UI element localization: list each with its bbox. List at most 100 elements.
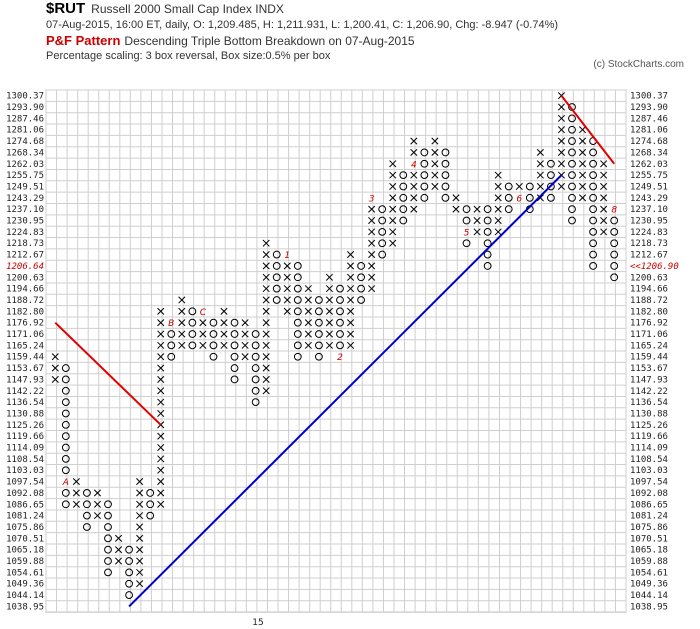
- x-mark: [136, 546, 144, 554]
- o-mark: [441, 159, 450, 168]
- ticker-description: Russell 2000 Small Cap Index INDX: [91, 2, 284, 16]
- y-tick-label-left: 1171.06: [6, 330, 44, 340]
- x-mark: [494, 171, 502, 179]
- y-tick-label-left: 1044.14: [6, 591, 44, 601]
- price-marker-bg-right: [628, 261, 700, 272]
- o-mark: [83, 523, 91, 531]
- x-mark: [262, 273, 270, 281]
- x-mark: [304, 319, 312, 327]
- x-mark: [346, 341, 355, 349]
- support-trendline: [128, 174, 563, 608]
- x-mark: [114, 534, 123, 542]
- o-mark: [188, 341, 197, 350]
- x-mark: [389, 182, 397, 191]
- o-mark: [125, 591, 133, 599]
- x-mark: [557, 103, 566, 111]
- y-tick-label-right: 1194.66: [630, 285, 668, 295]
- y-tick-label-left: 1300.37: [6, 92, 44, 102]
- x-mark: [304, 285, 312, 293]
- o-mark: [568, 125, 576, 134]
- o-mark: [336, 296, 344, 304]
- o-mark: [230, 375, 239, 384]
- o-mark: [399, 205, 408, 214]
- y-tick-label-left: 1065.18: [6, 546, 44, 556]
- o-mark: [167, 330, 176, 338]
- x-mark: [283, 307, 291, 315]
- x-mark: [262, 387, 270, 395]
- o-mark: [420, 159, 429, 168]
- y-tick-label-right: 1182.80: [630, 307, 668, 317]
- y-tick-label-right: 1075.86: [630, 523, 668, 533]
- o-mark: [547, 171, 555, 180]
- o-mark: [251, 341, 260, 350]
- o-mark: [104, 557, 112, 565]
- o-mark: [61, 420, 70, 429]
- x-mark: [452, 194, 460, 202]
- y-tick-label-right: 1200.63: [630, 273, 668, 283]
- y-tick-label-left: 1182.80: [6, 307, 44, 317]
- x-mark: [536, 171, 544, 179]
- o-mark: [568, 193, 576, 202]
- y-tick-label-right: 1237.10: [630, 205, 668, 215]
- x-mark: [199, 341, 207, 349]
- y-tick-label-right: 1165.24: [630, 341, 668, 351]
- o-mark: [525, 193, 534, 202]
- x-mark: [262, 307, 270, 315]
- x-mark: [578, 126, 587, 134]
- o-mark: [272, 250, 281, 259]
- x-mark: [346, 319, 355, 327]
- y-tick-label-left: 1200.63: [6, 273, 44, 283]
- x-mark: [494, 205, 502, 213]
- y-tick-label-left: 1287.46: [6, 114, 44, 124]
- x-mark: [136, 534, 144, 542]
- y-tick-label-right: 1130.88: [630, 409, 668, 419]
- o-mark: [61, 489, 70, 497]
- y-tick-label-left: 1081.24: [6, 512, 44, 522]
- y-tick-label-right: 1125.26: [630, 421, 668, 431]
- y-tick-label-left: 1194.66: [6, 285, 44, 295]
- o-mark: [188, 318, 197, 327]
- o-mark: [589, 262, 597, 270]
- x-mark: [557, 126, 566, 134]
- y-tick-label-left: 1038.95: [6, 602, 44, 612]
- title-line: $RUT Russell 2000 Small Cap Index INDX: [46, 0, 284, 18]
- o-mark: [589, 227, 597, 236]
- y-tick-label-left: 1075.86: [6, 523, 44, 533]
- o-mark: [357, 273, 365, 282]
- x-mark: [157, 466, 165, 474]
- o-mark: [188, 330, 197, 338]
- x-mark: [283, 285, 291, 293]
- x-mark: [262, 319, 270, 327]
- y-tick-label-left: 1249.51: [6, 182, 44, 192]
- x-mark: [262, 375, 270, 383]
- x-mark: [600, 160, 608, 168]
- o-mark: [420, 148, 429, 157]
- o-mark: [61, 364, 70, 372]
- x-mark: [578, 160, 587, 168]
- x-mark: [452, 205, 460, 213]
- y-tick-label-left: 1274.68: [6, 137, 44, 147]
- o-mark: [209, 352, 218, 361]
- month-marker: 2: [337, 353, 343, 363]
- o-mark: [589, 148, 597, 157]
- o-mark: [589, 205, 597, 214]
- x-mark: [368, 251, 376, 259]
- o-mark: [293, 284, 302, 293]
- o-mark: [230, 364, 239, 372]
- y-tick-label-right: 1070.51: [630, 534, 668, 544]
- x-mark: [431, 182, 439, 191]
- x-mark: [410, 148, 418, 156]
- copyright-credit: (c) StockCharts.com: [593, 59, 684, 70]
- x-mark: [241, 319, 249, 327]
- o-mark: [568, 171, 576, 180]
- y-tick-label-right: 1114.09: [630, 444, 668, 454]
- y-tick-label-left: 1054.61: [6, 568, 44, 578]
- o-mark: [251, 386, 260, 395]
- y-tick-label-left: 1243.29: [6, 194, 44, 204]
- o-mark: [272, 284, 281, 293]
- x-mark: [136, 489, 144, 497]
- o-mark: [104, 500, 112, 509]
- x-mark: [368, 216, 376, 225]
- x-mark: [473, 205, 481, 213]
- o-mark: [146, 489, 155, 497]
